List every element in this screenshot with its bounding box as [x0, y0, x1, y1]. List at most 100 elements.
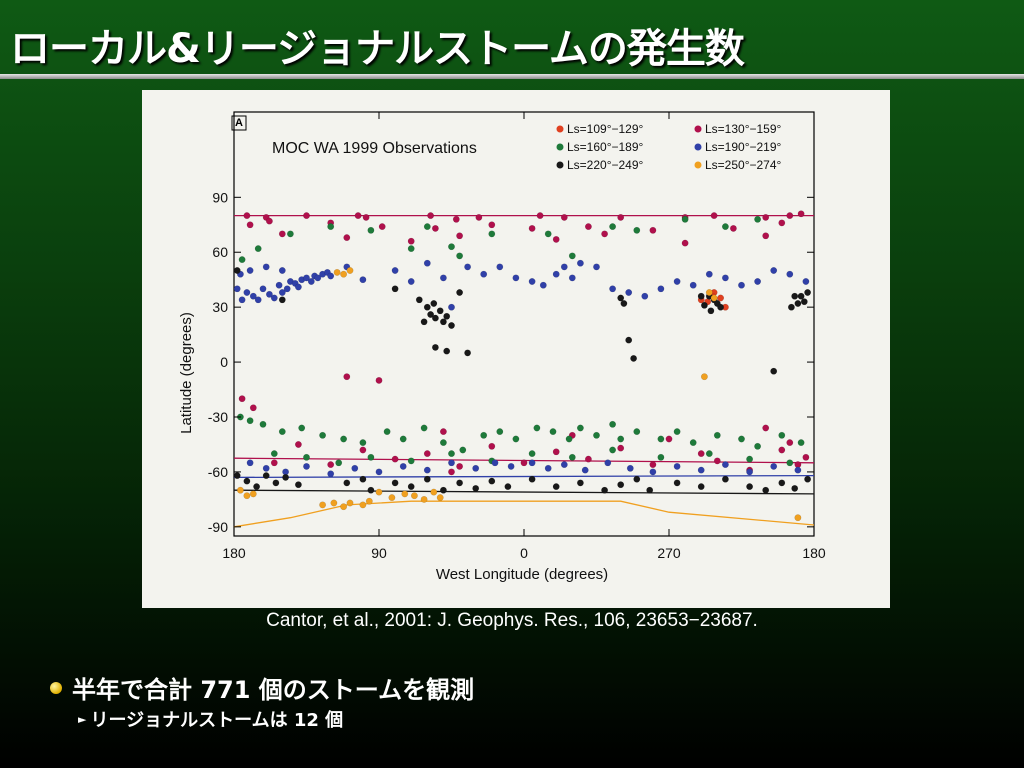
legend: Ls=109°−129° Ls=160°−189° Ls=220°−249° Ls=1…: [556, 122, 782, 172]
triangle-bullet-icon: ►: [78, 712, 87, 726]
data-point-s2-10: [544, 230, 552, 238]
data-point-s2-24: [359, 439, 367, 446]
data-point-s2-14: [681, 215, 689, 223]
data-point-s3-40: [560, 263, 568, 271]
legend-label-5: Ls=250°−274°: [705, 158, 782, 172]
data-point-s1-47: [488, 442, 496, 450]
scatter-chart: 90 60 30 0 -30 -60 -90 180 90 0 270 180 Ls=109°−129…: [178, 111, 826, 583]
data-point-s5-5: [249, 490, 257, 498]
data-point-s1-51: [778, 446, 786, 454]
data-point-s5-18: [436, 494, 444, 501]
data-point-s2-11: [568, 252, 576, 260]
data-point-s4-14: [431, 343, 439, 351]
y-tick-label-1: 60: [212, 244, 228, 260]
data-point-s3-76: [649, 468, 657, 476]
data-point-s3-45: [625, 289, 633, 296]
data-point-s1-22: [528, 224, 536, 232]
data-point-s1-36: [375, 376, 383, 384]
data-point-s1-5: [427, 212, 434, 220]
data-point-s4-27: [707, 307, 715, 315]
legend-marker-1: [694, 125, 702, 133]
reference-line-3: [233, 489, 815, 495]
data-point-s3-24: [262, 263, 270, 271]
data-point-s3-34: [480, 270, 488, 278]
data-point-s1-46: [423, 450, 431, 457]
plot-border: [233, 111, 815, 537]
chart-title: MOC WA 1999 Observations: [272, 140, 477, 157]
data-point-s2-15: [722, 223, 729, 231]
data-point-s3-16: [307, 278, 315, 285]
data-point-s2-41: [657, 435, 665, 443]
title-divider: [0, 74, 1024, 79]
data-point-s3-18: [314, 274, 322, 282]
data-point-s4-17: [617, 294, 625, 302]
data-point-s5-10: [359, 501, 367, 509]
data-point-s3-78: [697, 466, 705, 474]
data-point-s2-9: [488, 230, 496, 238]
y-axis-label: Latitude (degrees): [178, 312, 195, 434]
data-point-s2-28: [439, 439, 447, 446]
data-point-s2-20: [278, 428, 286, 435]
data-point-s1-58: [584, 455, 592, 463]
data-point-s4-33: [788, 303, 795, 311]
y-tick-label-0: 90: [212, 189, 228, 205]
data-point-s1-32: [601, 230, 608, 238]
data-point-s3-39: [552, 270, 560, 278]
data-point-s2-6: [423, 223, 431, 231]
data-point-s4-46: [407, 483, 415, 490]
data-point-s3-41: [568, 274, 576, 282]
data-point-s1-10: [617, 214, 625, 221]
data-point-s2-36: [576, 424, 584, 432]
data-point-s4-67: [804, 475, 811, 483]
panel-label: A: [235, 117, 243, 129]
sub-bullet-text: リージョナルストームは 12 個: [90, 710, 344, 731]
data-point-s4-18: [620, 300, 628, 307]
data-point-s1-42: [762, 424, 770, 432]
data-point-s3-35: [496, 263, 504, 271]
data-point-s3-21: [327, 272, 335, 280]
data-point-s5-4: [243, 492, 251, 500]
data-point-s3-66: [448, 459, 455, 467]
data-point-s1-30: [456, 232, 463, 240]
data-point-s5-2: [333, 268, 341, 276]
data-point-s2-31: [496, 428, 504, 435]
panel-label-box: [231, 115, 247, 131]
data-point-s3-2: [243, 289, 251, 296]
data-point-s1-25: [730, 224, 737, 232]
data-point-s3-38: [539, 281, 547, 289]
data-point-s2-35: [565, 435, 573, 443]
legend-label-0: Ls=109°−129°: [567, 122, 644, 136]
data-point-s1-35: [343, 373, 351, 381]
data-point-s4-64: [762, 486, 770, 494]
data-point-s4-7: [443, 312, 451, 320]
data-point-s4-1: [278, 296, 286, 304]
data-point-s1-26: [778, 219, 786, 227]
data-point-s1-31: [552, 235, 560, 243]
data-point-s1-50: [697, 450, 705, 457]
legend-marker-3: [694, 143, 702, 151]
data-point-s3-48: [673, 278, 681, 285]
data-point-s2-4: [367, 226, 375, 234]
data-point-s3-10: [283, 285, 291, 293]
data-point-s3-4: [254, 296, 262, 304]
data-point-s4-50: [472, 484, 480, 492]
data-point-s4-44: [367, 486, 375, 494]
data-point-s1-41: [665, 435, 673, 443]
data-point-s2-56: [528, 450, 536, 457]
data-point-s4-57: [617, 481, 625, 489]
data-point-s3-77: [673, 462, 681, 470]
data-point-s4-39: [272, 479, 280, 487]
data-point-s2-50: [303, 453, 310, 461]
data-point-s1-16: [246, 221, 254, 229]
data-point-s2-13: [633, 226, 641, 234]
data-point-s5-6: [319, 501, 327, 509]
data-point-s3-52: [738, 281, 745, 289]
data-point-s1-4: [362, 214, 370, 221]
slide-title: ローカル&リージョナルストームの発生数: [10, 26, 745, 72]
x-axis-label: West Longitude (degrees): [436, 566, 608, 583]
data-point-s3-46: [641, 292, 649, 300]
reference-line-4: [233, 500, 815, 528]
data-point-s3-71: [544, 464, 552, 472]
legend-marker-0: [556, 125, 564, 133]
data-point-s4-25: [697, 292, 705, 300]
